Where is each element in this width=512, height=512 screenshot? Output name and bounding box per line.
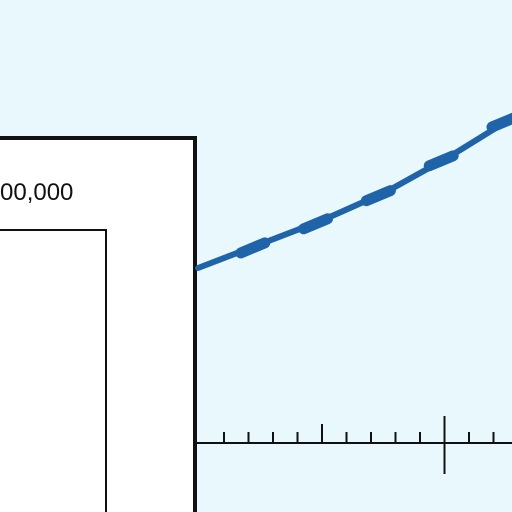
series-point-marker [298,213,334,235]
foreground-panel: 00,000 [0,136,197,512]
panel-value-label: 00,000 [0,179,73,206]
series-point-marker [235,237,271,259]
x-axis-ticks [223,416,495,474]
x-axis [197,416,512,474]
series-point-marker [486,112,512,133]
series-point-marker [423,150,459,172]
series-line-group [195,112,512,271]
series-point-marker [360,185,396,207]
panel-inner-box [0,229,107,512]
